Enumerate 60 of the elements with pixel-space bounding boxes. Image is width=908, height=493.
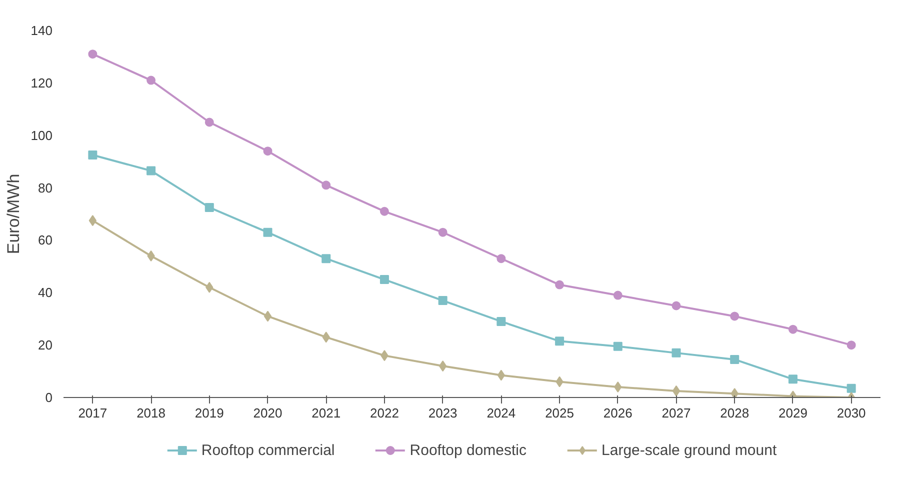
x-tick-label: 2023: [428, 406, 458, 420]
legend-label: Rooftop commercial: [201, 442, 335, 458]
y-tick-label: 100: [30, 128, 53, 143]
point: [730, 354, 740, 364]
point: [496, 254, 506, 264]
point: [88, 150, 98, 160]
point: [380, 275, 389, 284]
legend-label: Large-scale ground mount: [602, 442, 777, 458]
point: [204, 118, 214, 127]
x-tick-label: 2027: [662, 406, 691, 420]
point: [672, 385, 680, 396]
x-tick-label: 2017: [78, 406, 108, 420]
x-tick-label: 2025: [545, 406, 574, 420]
point: [846, 340, 856, 350]
y-axis-title: Euro/MWh: [4, 174, 23, 254]
y-tick-label: 80: [38, 180, 53, 196]
x-tick-label: 2028: [720, 406, 750, 420]
point: [380, 206, 389, 216]
point: [322, 254, 331, 264]
point: [672, 348, 681, 358]
point: [438, 228, 448, 237]
point: [88, 50, 98, 59]
x-tick-label: 2021: [312, 406, 341, 420]
point: [672, 301, 681, 310]
x-tick-label: 2024: [486, 406, 516, 420]
x-tick-label: 2020: [253, 406, 282, 420]
point: [438, 360, 447, 372]
x-tick-label: 2018: [136, 406, 166, 420]
y-tick-label: 120: [30, 75, 53, 90]
point: [555, 280, 564, 290]
point: [322, 180, 331, 190]
point: [204, 202, 214, 212]
y-tick-label: 0: [45, 390, 53, 405]
point: [88, 215, 97, 226]
point: [846, 384, 856, 393]
point: [788, 324, 798, 334]
point: [264, 310, 272, 322]
y-tick-label: 60: [38, 232, 53, 248]
point: [497, 370, 506, 381]
point: [730, 388, 738, 398]
x-tick-label: 2029: [778, 406, 808, 420]
x-tick-label: 2022: [370, 406, 399, 420]
point: [438, 296, 448, 306]
point: [496, 316, 506, 326]
legend-label: Rooftop domestic: [410, 442, 527, 458]
point: [146, 76, 156, 85]
point: [613, 342, 622, 351]
point: [263, 146, 272, 156]
point: [146, 166, 156, 176]
y-tick-label: 20: [38, 338, 53, 353]
x-tick-label: 2030: [836, 406, 866, 420]
x-tick-label: 2026: [603, 406, 632, 420]
y-tick-label: 40: [38, 285, 53, 300]
point: [613, 290, 622, 300]
point: [263, 228, 272, 237]
point: [788, 374, 798, 384]
x-tick-label: 2019: [194, 406, 224, 420]
point: [555, 336, 564, 346]
y-tick-label: 140: [30, 23, 53, 38]
point: [730, 312, 740, 321]
